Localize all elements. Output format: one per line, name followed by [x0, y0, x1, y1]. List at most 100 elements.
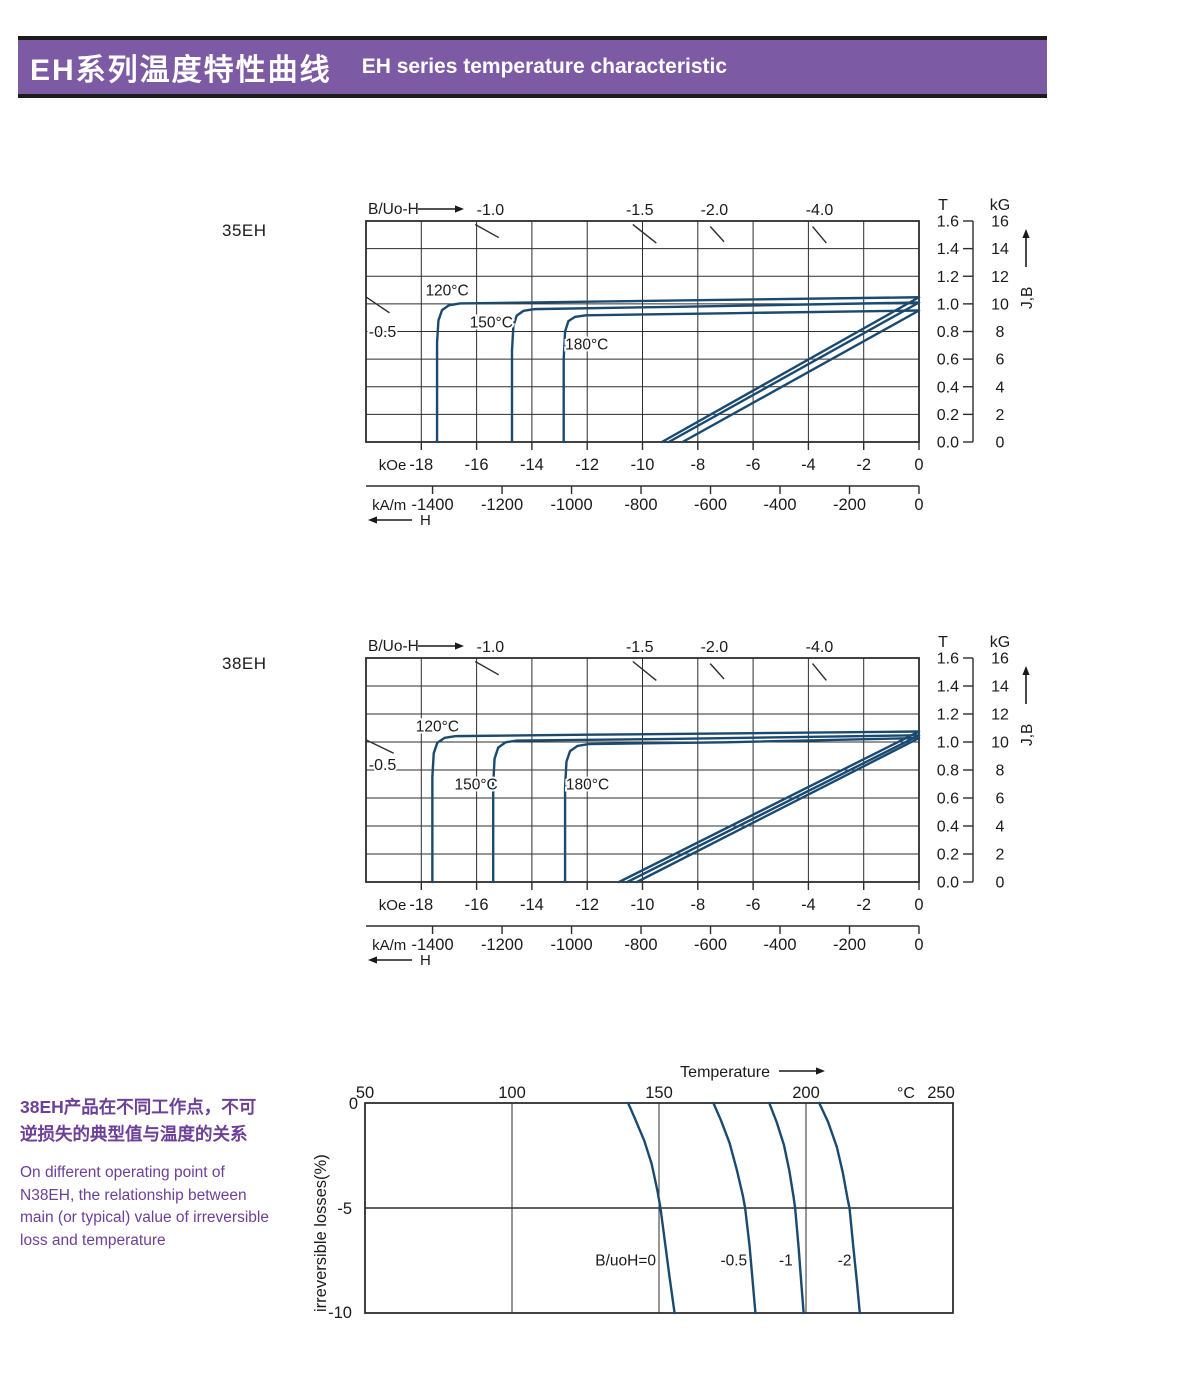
t-tick-label: 0.8 [937, 763, 959, 780]
demag-35eh-kam-axis: -1400 -1200 -1000 -800 -600 -400 -200 0 kA/m [366, 485, 924, 514]
koe-tick-label: -12 [575, 896, 599, 914]
t-tick-label: 0.6 [937, 791, 959, 808]
demag-38eh-curve-120°C-B [617, 730, 921, 884]
koe-tick-label: -8 [690, 896, 705, 914]
loadline-slash [365, 739, 394, 754]
t-tick-label: 1.2 [937, 269, 959, 286]
kg-tick-label: 12 [991, 269, 1009, 286]
kg-tick-label: 0 [996, 875, 1005, 892]
temp-tick-label: 250 [927, 1084, 955, 1102]
demag-38eh-kg-header: kG [990, 634, 1010, 651]
kg-tick-label: 10 [991, 735, 1009, 752]
koe-tick-label: -14 [520, 456, 544, 474]
t-tick-label: 1.6 [937, 214, 959, 231]
koe-tick-label: -6 [746, 896, 761, 914]
demag-38eh-curve-150°C-B [626, 734, 921, 884]
demag-38eh-curve-120°C-J [431, 730, 921, 884]
demag-38eh-kam-axis: -1400 -1200 -1000 -800 -600 -400 -200 0 kA/m [366, 925, 924, 954]
demag-38eh-top-axis-title: B/Uo-H [368, 638, 419, 655]
demag-35eh-jb-arrow-label: J,B [1019, 287, 1036, 309]
t-tick-label: 1.2 [937, 707, 959, 724]
kam-tick-label: -1000 [550, 496, 592, 514]
koe-tick-label: -10 [631, 896, 655, 914]
demag-38eh-h-arrow-label: H [420, 952, 431, 969]
kam-tick-label: -1400 [411, 936, 453, 954]
loss-curve-label--2: -2 [838, 1253, 852, 1270]
t-tick-label: 1.6 [937, 651, 959, 668]
t-tick-label: 0.2 [937, 847, 959, 864]
demag-35eh-kg-header: kG [990, 197, 1010, 214]
kg-tick-label: 6 [996, 791, 1005, 808]
notes-zh: 38EH产品在不同工作点，不可 逆损失的典型值与温度的关系 [20, 1097, 257, 1144]
demag-38eh-loadline-label--1.0: -1.0 [477, 639, 505, 656]
loadline-slash [632, 223, 657, 244]
loss-curve--0.5 [712, 1101, 757, 1315]
loss-tick-label: -10 [328, 1304, 352, 1322]
koe-tick-label: 0 [914, 456, 923, 474]
kam-tick-label: -200 [833, 496, 866, 514]
demag-38eh-jb-arrow-label: J,B [1019, 724, 1036, 746]
t-tick-label: 0.8 [937, 324, 959, 341]
demag-38eh-curve-180°C-B [635, 736, 921, 884]
demag-38eh-t-header: T [938, 634, 948, 651]
kam-tick-label: 0 [914, 936, 923, 954]
kg-tick-label: 8 [996, 763, 1005, 780]
kam-tick-label: -400 [764, 936, 797, 954]
loss-chart-notes: 38EH产品在不同工作点，不可 逆损失的典型值与温度的关系 On differe… [20, 1094, 312, 1252]
kg-tick-label: 16 [991, 214, 1009, 231]
t-tick-label: 1.0 [937, 296, 959, 313]
koe-tick-label: -10 [631, 456, 655, 474]
temp-tick-label: 100 [498, 1084, 526, 1102]
t-tick-label: 0.0 [937, 875, 959, 892]
kg-tick-label: 6 [996, 352, 1005, 369]
koe-tick-label: -18 [409, 896, 433, 914]
koe-tick-label: -16 [465, 896, 489, 914]
temp-tick-label: 200 [792, 1084, 820, 1102]
loadline-slash [812, 663, 827, 681]
loadline-slash [709, 663, 725, 680]
demag-35eh-curve-150°C-J [510, 301, 921, 444]
koe-tick-label: -18 [409, 456, 433, 474]
kg-tick-label: 8 [996, 324, 1005, 341]
demag-38eh-curve-180°C-J [563, 736, 921, 884]
kg-tick-label: 2 [996, 407, 1005, 424]
loss-unit-label: °C [897, 1085, 915, 1102]
koe-tick-label: -2 [856, 456, 871, 474]
koe-tick-label: -12 [575, 456, 599, 474]
koe-tick-label: -16 [465, 456, 489, 474]
kam-tick-label: -1000 [550, 936, 592, 954]
koe-tick-label: -6 [746, 456, 761, 474]
demag-35eh-curve-180°C-B [681, 309, 921, 444]
kg-tick-label: 4 [996, 379, 1005, 396]
kam-tick-label: -1200 [481, 936, 523, 954]
loss-temperature-arrow-head [816, 1067, 825, 1075]
demag-38eh-jb-arrow-head [1022, 666, 1030, 675]
kg-tick-label: 0 [996, 435, 1005, 452]
demag-38eh-temp-label-180°C: 180°C [566, 777, 609, 794]
demag-35eh-koe-axis: -18 -16 -14 -12 -10 -8 -6 -4 -2 0 kOe [379, 442, 924, 474]
koe-tick-label: -2 [856, 896, 871, 914]
grade-label-35eh: 35EH [222, 221, 267, 240]
temp-tick-label: 150 [645, 1084, 673, 1102]
notes-en: On different operating point of N38EH, t… [20, 1164, 269, 1249]
kg-tick-label: 14 [991, 679, 1009, 696]
loss-curve-B/uoH=0 [626, 1101, 676, 1315]
loss-curve-label--0.5: -0.5 [720, 1253, 747, 1270]
kg-tick-label: 10 [991, 296, 1009, 313]
koe-tick-label: 0 [914, 896, 923, 914]
loss-tick-label: -5 [337, 1200, 352, 1218]
t-tick-label: 0.2 [937, 407, 959, 424]
t-tick-label: 1.4 [937, 679, 959, 696]
demag-35eh-loadline-label-left: -0.5 [369, 324, 397, 341]
demag-35eh-kam-unit: kA/m [372, 497, 406, 514]
t-tick-label: 1.4 [937, 241, 959, 258]
demag-35eh-jb-arrow-head [1022, 229, 1030, 238]
page-title-zh: EH系列温度特性曲线 [30, 54, 332, 87]
demag-35eh-temp-label-120°C: 120°C [425, 283, 468, 300]
kg-tick-label: 16 [991, 651, 1009, 668]
loadline-slash [365, 296, 390, 314]
kam-tick-label: -800 [625, 936, 658, 954]
